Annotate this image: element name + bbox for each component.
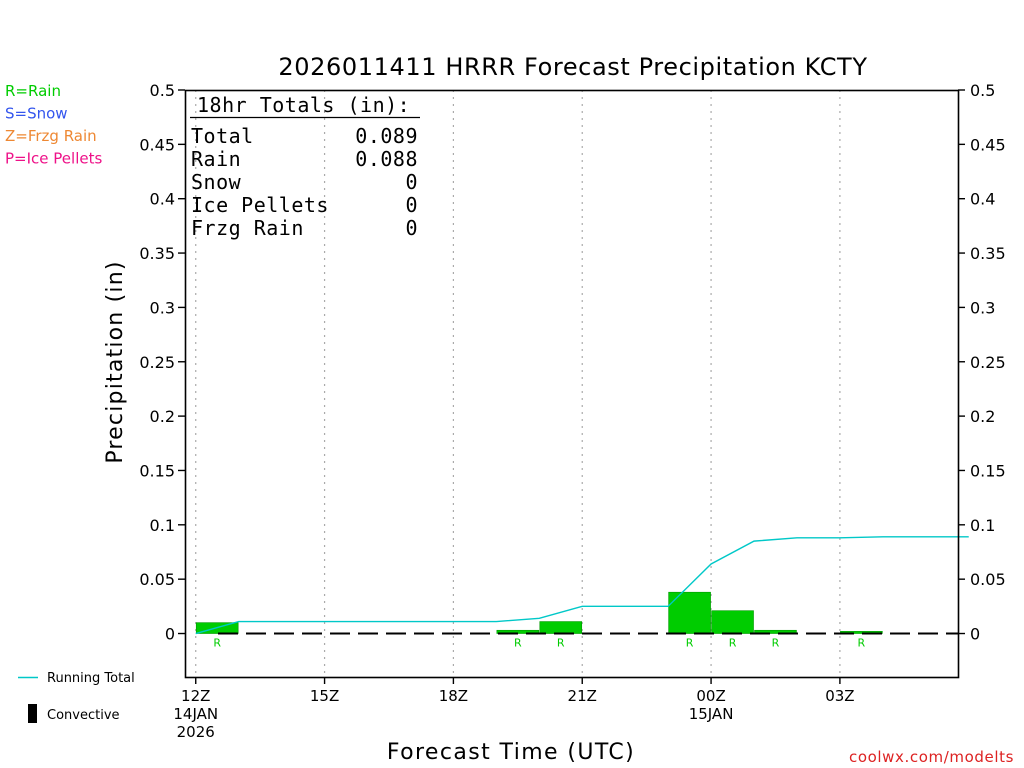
x-tick-label: 15Z [310,687,339,705]
precip-type-legend-item: Z=Frzg Rain [5,127,97,145]
y-axis-ticks: 0 00.05 0.050.1 0.10.15 0.150.2 0.20.25 0.250.… [139,81,1005,644]
x-tick-label: 21Z [568,687,597,705]
precip-type-mark: R [686,637,694,650]
y-tick-label-right: 0.5 [970,81,995,100]
x-tick-date: 14JAN [173,705,218,723]
x-tick-date: 15JAN [689,705,734,723]
precip-type-mark: R [858,637,866,650]
y-tick-label-right: 0.25 [970,353,1006,372]
y-tick-label-right: 0.05 [970,570,1006,589]
y-tick-label-left: 0.35 [139,244,175,263]
precip-type-mark: R [772,637,780,650]
precip-bar [840,631,883,634]
y-tick-label-right: 0 [970,625,980,644]
x-tick-label: 12Z [181,687,210,705]
y-tick-label-left: 0.2 [150,407,175,426]
y-tick-label-left: 0.1 [150,516,175,535]
totals-row-value: 0 [405,216,418,240]
x-axis-label: Forecast Time (UTC) [387,740,635,765]
totals-heading: 18hr Totals (in): [197,93,410,117]
precip-type-mark: R [213,637,221,650]
y-tick-label-right: 0.4 [970,190,995,209]
totals-row-label: Frzg Rain [191,216,304,240]
credit-text: coolwx.com/modelts [849,748,1014,766]
y-tick-label-left: 0.05 [139,570,175,589]
totals-box: 18hr Totals (in): Total 0.089 Rain 0.088 Sno… [190,93,420,240]
precip-bar [668,591,711,634]
x-tick-year: 2026 [177,723,215,741]
y-tick-label-right: 0.3 [970,298,995,317]
precip-bar [711,610,754,634]
precip-type-legend-item: R=Rain [5,82,61,100]
precip-bar [754,629,797,634]
running-total-line [195,536,969,635]
precip-type-legend-item: S=Snow [5,105,68,123]
y-tick-label-left: 0.45 [139,135,175,154]
y-tick-label-right: 0.35 [970,244,1006,263]
vertical-gridlines [195,90,841,677]
convective-legend-label: Convective [47,708,120,723]
series-legend: Running Total Convective [18,671,135,723]
precip-type-legend: R=Rain S=Snow Z=Frzg Rain P=Ice Pellets [5,82,102,168]
y-tick-label-right: 0.15 [970,461,1006,480]
running-total-legend-label: Running Total [47,671,135,686]
totals-row-value: 0 [405,170,418,194]
precip-type-mark: R [514,637,522,650]
totals-row-value: 0.088 [355,147,418,171]
y-tick-label-left: 0.25 [139,353,175,372]
totals-row-value: 0 [405,193,418,217]
y-axis-label: Precipitation (in) [103,260,128,463]
y-tick-label-left: 0.15 [139,461,175,480]
convective-legend-swatch [28,704,37,723]
y-tick-label-right: 0.1 [970,516,995,535]
totals-rows: Total 0.089 Rain 0.088 Snow 0 Ice Pellets 0 Frzg… [191,124,418,240]
precip-type-mark: R [729,637,737,650]
precip-type-legend-item: P=Ice Pellets [5,150,102,168]
y-tick-label-left: 0.4 [150,190,175,209]
totals-row-label: Rain [191,147,241,171]
plot-frame [184,89,960,679]
x-tick-label: 00Z [696,687,725,705]
totals-row-value: 0.089 [355,124,418,148]
precip-type-mark: R [557,637,565,650]
totals-row-label: Ice Pellets [191,193,329,217]
y-tick-label-left: 0.3 [150,298,175,317]
y-tick-label-right: 0.45 [970,135,1006,154]
y-tick-label-right: 0.2 [970,407,995,426]
y-tick-label-left: 0 [165,625,175,644]
totals-row-label: Total [191,124,254,148]
totals-row-label: Snow [191,170,242,194]
y-tick-label-left: 0.5 [150,81,175,100]
hourly-bars [195,591,883,634]
chart-title: 2026011411 HRRR Forecast Precipitation K… [278,53,867,81]
x-tick-label: 03Z [825,687,854,705]
precip-bar [539,621,583,634]
x-tick-label: 18Z [439,687,468,705]
